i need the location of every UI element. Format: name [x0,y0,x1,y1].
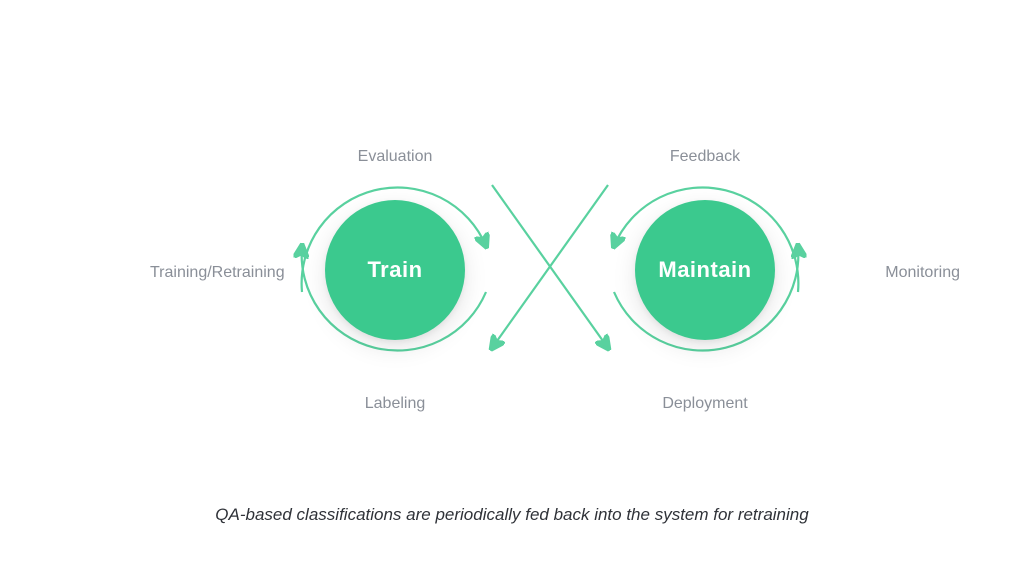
cross-arrow-down [492,185,608,348]
cross-arrow-up [492,185,608,348]
train-circle-label: Train [367,257,422,283]
figure-caption: QA-based classifications are periodicall… [0,505,1024,525]
arrow-layer [0,0,1024,576]
label-monitoring: Monitoring [885,264,960,282]
diagram-stage: Train Maintain Evaluation Feedback Train… [0,0,1024,576]
label-evaluation: Evaluation [358,148,433,166]
label-feedback: Feedback [670,148,740,166]
maintain-circle-label: Maintain [658,257,751,283]
label-training-retraining: Training/Retraining [150,264,285,282]
maintain-circle: Maintain [635,200,775,340]
label-deployment: Deployment [662,395,747,413]
train-circle: Train [325,200,465,340]
label-labeling: Labeling [365,395,426,413]
